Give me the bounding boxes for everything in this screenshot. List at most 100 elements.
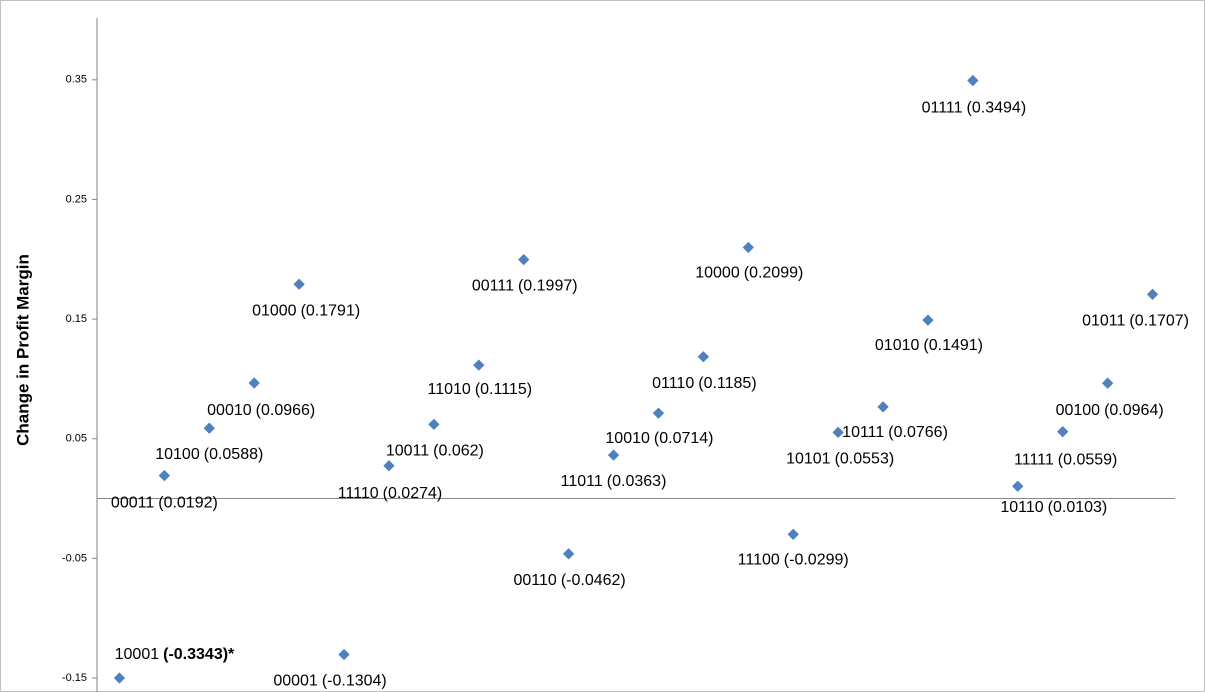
point <box>293 278 305 290</box>
point-label: 11100 (-0.0299) <box>738 552 849 569</box>
point-label: 01110 (0.1185) <box>652 375 757 392</box>
point-code: 10000 <box>695 265 740 282</box>
point <box>877 401 889 413</box>
y-tick-label: -0.05 <box>62 552 87 564</box>
point-note: (-0.0299) <box>784 552 849 569</box>
point-label: 00001 (-0.1304) <box>273 673 386 690</box>
point-label: 00100 (0.0964) <box>1056 402 1164 419</box>
point <box>203 422 215 434</box>
point <box>1057 426 1069 438</box>
point-code: 11110 <box>338 485 379 502</box>
point-note: (0.3494) <box>967 100 1027 117</box>
point <box>338 648 350 661</box>
point <box>473 359 485 371</box>
point-label: 01000 (0.1791) <box>252 302 360 319</box>
point-note: (0.0714) <box>654 430 714 447</box>
point-label: 00011 (0.0192) <box>111 495 218 512</box>
point-label: 11110 (0.0274) <box>338 485 443 502</box>
point-label: 11011 (0.0363) <box>561 473 667 490</box>
point <box>1146 288 1159 300</box>
y-tick-label: -0.15 <box>62 672 87 684</box>
point-code: 01011 <box>1082 313 1125 330</box>
point <box>652 407 665 419</box>
point-note: (-0.3343)* <box>163 646 235 663</box>
point-label: 00111 (0.1997) <box>472 278 578 295</box>
point-code: 00010 <box>207 402 252 419</box>
point-note: (0.0588) <box>204 446 264 463</box>
point-note: (-0.0462) <box>561 572 626 589</box>
point <box>697 351 710 363</box>
point-label: 01010 (0.1491) <box>875 337 983 354</box>
point-code: 00001 <box>273 673 318 690</box>
point-note: (0.1997) <box>518 278 578 295</box>
point <box>832 426 844 439</box>
point-note: (0.0964) <box>1104 402 1164 419</box>
point-label: 00110 (-0.0462) <box>514 572 626 589</box>
point-code: 11111 <box>1014 452 1054 469</box>
point-note: (0.0192) <box>158 495 218 512</box>
point-label: 01011 (0.1707) <box>1082 313 1189 330</box>
point <box>248 377 260 389</box>
point-code: 01111 <box>922 100 963 117</box>
point-code: 10110 <box>1000 499 1043 516</box>
point-label: 11111 (0.0559) <box>1014 452 1117 469</box>
point-note: (-0.1304) <box>322 673 387 690</box>
point <box>1101 377 1114 389</box>
point <box>787 528 799 540</box>
y-axis-title: Change in Profit Margin <box>13 254 32 446</box>
point-code: 10001 <box>115 646 160 663</box>
point-label: 10100 (0.0588) <box>155 446 263 463</box>
y-tick-label: 0.35 <box>66 74 87 86</box>
point-label: 10110 (0.0103) <box>1000 499 1107 516</box>
point-note: (0.1115) <box>475 381 532 398</box>
point-note: (0.1707) <box>1129 313 1189 330</box>
point-note: (0.0103) <box>1048 499 1108 516</box>
point-note: (0.0766) <box>888 424 948 441</box>
point-code: 01110 <box>652 375 694 392</box>
point-label: 11010 (0.1115) <box>428 381 533 398</box>
y-tick-label: 0.05 <box>66 433 87 445</box>
point <box>1012 480 1024 492</box>
point-label: 10001 (-0.3343)* <box>115 646 235 663</box>
point-code: 10111 <box>842 424 884 441</box>
point-code: 00100 <box>1056 402 1101 419</box>
point <box>742 241 754 254</box>
point-note: (0.1791) <box>301 302 361 319</box>
point-code: 00111 <box>472 278 514 295</box>
point-code: 11010 <box>428 381 471 398</box>
point-note: (0.0274) <box>383 485 443 502</box>
point-code: 10011 <box>386 443 429 460</box>
point-note: (0.0966) <box>256 402 316 419</box>
point <box>428 418 440 431</box>
point-label: 10111 (0.0766) <box>842 424 948 441</box>
point <box>383 460 395 472</box>
point-code: 11100 <box>738 552 780 569</box>
point <box>607 449 620 461</box>
point-note: (0.1185) <box>698 375 756 392</box>
y-tick-label: 0.15 <box>66 313 87 325</box>
point-code: 10100 <box>155 446 200 463</box>
point-label: 00010 (0.0966) <box>207 402 315 419</box>
point-note: (0.0553) <box>835 451 895 468</box>
point-note: (0.062) <box>433 443 484 460</box>
point-note: (0.0363) <box>607 473 667 490</box>
point-code: 01000 <box>252 302 297 319</box>
point <box>922 314 934 326</box>
point-note: (0.1491) <box>923 337 983 354</box>
point-label: 10011 (0.062) <box>386 443 484 460</box>
point-note: (0.0559) <box>1058 452 1118 469</box>
point-note: (0.2099) <box>744 265 804 282</box>
point-code: 00011 <box>111 495 154 512</box>
point-code: 10101 <box>786 451 831 468</box>
point-code: 10010 <box>605 430 650 447</box>
point-code: 00110 <box>514 572 557 589</box>
point <box>562 548 575 560</box>
y-tick-label: 0.25 <box>66 193 87 205</box>
point-code: 01010 <box>875 337 920 354</box>
point <box>158 469 171 482</box>
point-code: 11011 <box>561 473 603 490</box>
point-label: 10010 (0.0714) <box>605 430 713 447</box>
point-label: 01111 (0.3494) <box>922 100 1027 117</box>
